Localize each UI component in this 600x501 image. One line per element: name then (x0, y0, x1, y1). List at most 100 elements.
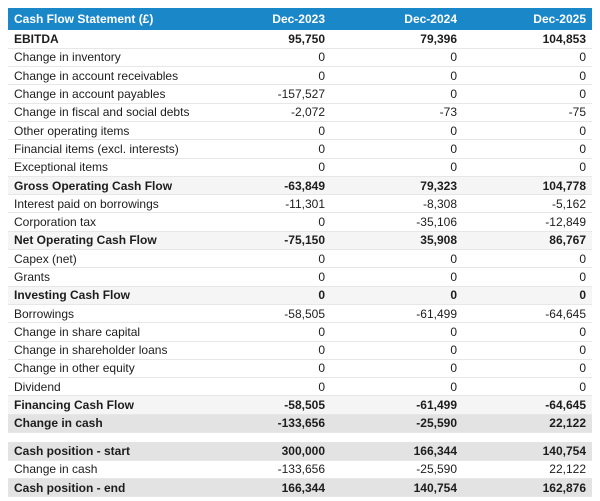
table-row: Investing Cash Flow 0 0 0 (8, 286, 592, 305)
row-value: -157,527 (199, 84, 331, 104)
row-label: Grants (8, 267, 199, 287)
row-label: Change in share capital (8, 322, 199, 342)
row-label: Change in inventory (8, 48, 199, 68)
cash-position-table: Cash position - start 300,000 166,344 140,7… (8, 442, 592, 498)
row-label: Change in account receivables (8, 66, 199, 86)
row-value: -8,308 (331, 194, 463, 214)
row-value: 104,778 (463, 176, 592, 196)
row-value: 0 (463, 377, 592, 397)
row-value: -2,072 (199, 103, 331, 122)
row-value: 0 (463, 322, 592, 342)
row-label: Change in other equity (8, 359, 199, 379)
row-value: 162,876 (463, 478, 592, 498)
table-row: Financial items (excl. interests) 0 0 0 (8, 139, 592, 159)
row-value: 79,396 (331, 30, 463, 49)
row-value: 0 (331, 66, 463, 86)
row-label: Financial items (excl. interests) (8, 139, 199, 159)
row-value: -25,590 (331, 414, 463, 434)
row-label: Capex (net) (8, 249, 199, 269)
row-label: Change in cash (8, 414, 199, 434)
row-value: -58,505 (199, 304, 331, 324)
row-value: -64,645 (463, 304, 592, 324)
row-value: 0 (199, 377, 331, 397)
row-value: 0 (331, 48, 463, 68)
row-value: 0 (331, 377, 463, 397)
table-row: Change in shareholder loans 0 0 0 (8, 341, 592, 360)
row-value: 0 (199, 66, 331, 86)
row-value: 95,750 (199, 30, 331, 49)
table-row: Borrowings -58,505 -61,499 -64,645 (8, 304, 592, 324)
table-row: Change in cash -133,656 -25,590 22,122 (8, 414, 592, 434)
row-value: 0 (331, 359, 463, 379)
cash-flow-table: Cash Flow Statement (£) Dec-2023 Dec-202… (8, 8, 592, 434)
row-value: 0 (463, 139, 592, 159)
row-value: -75,150 (199, 231, 331, 251)
table-row: Interest paid on borrowings -11,301 -8,308… (8, 194, 592, 214)
table-row: Change in inventory 0 0 0 (8, 48, 592, 68)
row-value: 0 (331, 249, 463, 269)
row-value: 0 (463, 286, 592, 305)
row-label: Dividend (8, 377, 199, 397)
row-value: 0 (331, 121, 463, 141)
table-row: Other operating items 0 0 0 (8, 121, 592, 141)
row-value: -73 (331, 103, 463, 122)
row-value: 0 (199, 322, 331, 342)
row-value: 0 (463, 249, 592, 269)
table-row: Change in share capital 0 0 0 (8, 322, 592, 342)
table-row: Change in account receivables 0 0 0 (8, 66, 592, 86)
row-label: Change in account payables (8, 84, 199, 104)
row-value: 166,344 (331, 442, 463, 461)
row-label: Borrowings (8, 304, 199, 324)
row-label: Gross Operating Cash Flow (8, 176, 199, 196)
row-value: 0 (331, 267, 463, 287)
row-value: 0 (463, 66, 592, 86)
row-value: 0 (199, 249, 331, 269)
row-value: 0 (331, 84, 463, 104)
row-value: 35,908 (331, 231, 463, 251)
row-value: 0 (331, 286, 463, 305)
row-value: 0 (331, 139, 463, 159)
table-row: Exceptional items 0 0 0 (8, 158, 592, 177)
row-value: 0 (463, 359, 592, 379)
row-value: 0 (199, 158, 331, 177)
row-value: -64,645 (463, 395, 592, 415)
row-value: 0 (463, 84, 592, 104)
row-label: Corporation tax (8, 212, 199, 232)
row-value: 140,754 (331, 478, 463, 498)
row-label: Other operating items (8, 121, 199, 141)
row-label: Financing Cash Flow (8, 395, 199, 415)
row-value: 0 (199, 48, 331, 68)
table-row: EBITDA 95,750 79,396 104,853 (8, 30, 592, 49)
row-label: EBITDA (8, 30, 199, 49)
row-value: 22,122 (463, 414, 592, 434)
row-value: -58,505 (199, 395, 331, 415)
row-value: 0 (199, 341, 331, 360)
table-row: Dividend 0 0 0 (8, 377, 592, 397)
row-value: -133,656 (199, 460, 331, 480)
table-row: Gross Operating Cash Flow -63,849 79,323 10… (8, 176, 592, 196)
row-label: Investing Cash Flow (8, 286, 199, 305)
table-row: Change in cash -133,656 -25,590 22,122 (8, 460, 592, 480)
row-value: 300,000 (199, 442, 331, 461)
row-value: -133,656 (199, 414, 331, 434)
row-value: 0 (463, 341, 592, 360)
row-value: 0 (199, 212, 331, 232)
table-row: Change in account payables -157,527 0 0 (8, 84, 592, 104)
row-value: 0 (199, 121, 331, 141)
row-value: 0 (199, 286, 331, 305)
table-row: Grants 0 0 0 (8, 267, 592, 287)
row-value: 0 (199, 359, 331, 379)
row-label: Exceptional items (8, 158, 199, 177)
row-value: 0 (199, 267, 331, 287)
table-row: Corporation tax 0 -35,106 -12,849 (8, 212, 592, 232)
row-value: 0 (463, 158, 592, 177)
row-value: -12,849 (463, 212, 592, 232)
row-value: 0 (331, 158, 463, 177)
row-label: Cash position - end (8, 478, 199, 498)
row-label: Interest paid on borrowings (8, 194, 199, 214)
row-value: -63,849 (199, 176, 331, 196)
table-row: Change in other equity 0 0 0 (8, 359, 592, 379)
row-value: 22,122 (463, 460, 592, 480)
row-label: Change in shareholder loans (8, 341, 199, 360)
